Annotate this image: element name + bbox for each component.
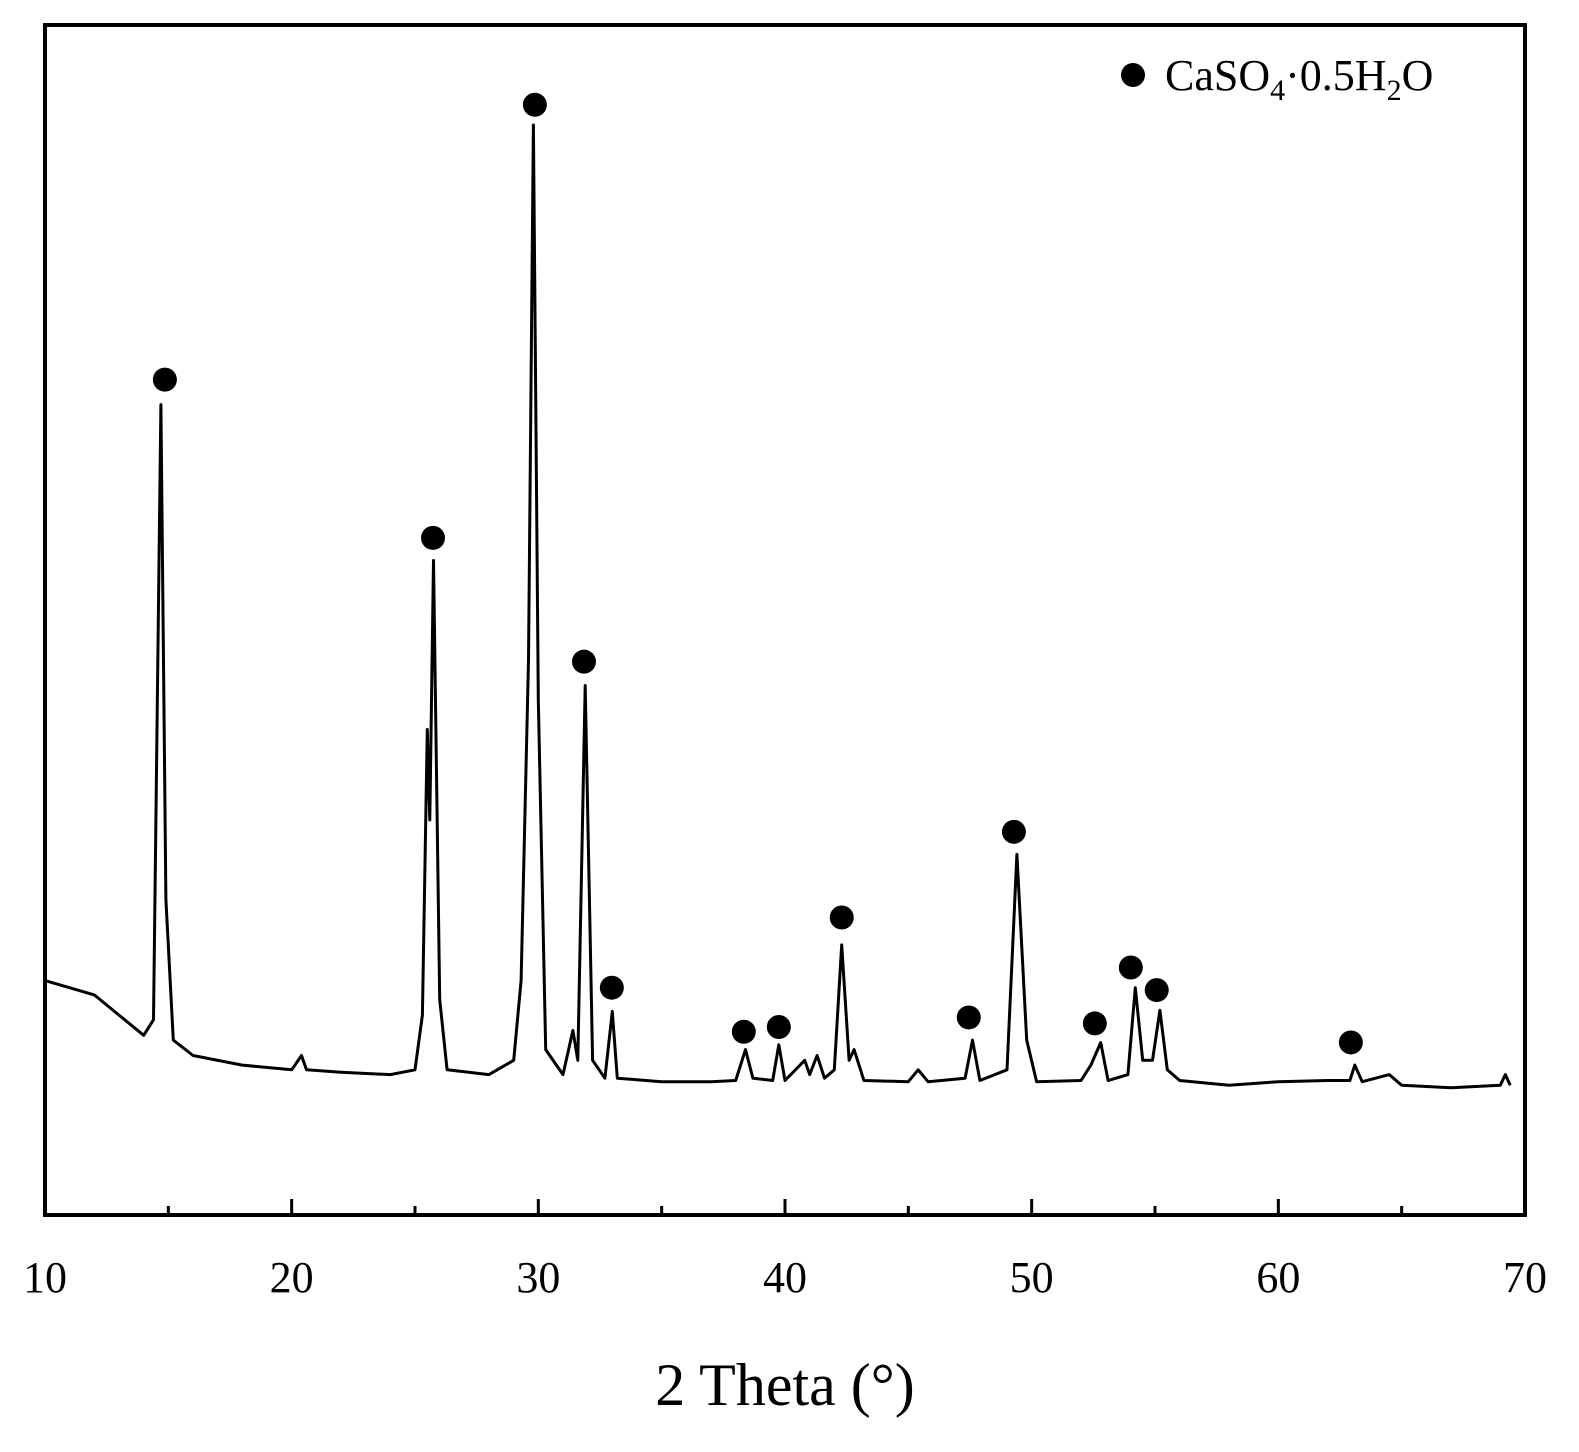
legend-label: CaSO4·0.5H2O xyxy=(1165,51,1433,107)
peak-marker xyxy=(1118,955,1143,980)
peak-marker xyxy=(1082,1011,1107,1036)
legend-marker xyxy=(1121,63,1145,87)
x-tick-label: 60 xyxy=(1256,1253,1300,1302)
peak-marker xyxy=(421,525,446,550)
peak-marker xyxy=(1144,978,1169,1003)
peak-marker xyxy=(956,1005,981,1030)
peak-marker xyxy=(1338,1030,1363,1055)
peak-marker xyxy=(731,1019,756,1044)
peak-marker xyxy=(571,649,596,674)
peak-marker xyxy=(152,367,177,392)
x-tick-label: 10 xyxy=(23,1253,67,1302)
peak-marker xyxy=(829,905,854,930)
x-axis-label: 2 Theta (°) xyxy=(655,1352,914,1418)
peak-marker xyxy=(522,92,547,117)
x-tick-label: 20 xyxy=(270,1253,314,1302)
peak-marker xyxy=(766,1014,791,1039)
x-tick-label: 30 xyxy=(516,1253,560,1302)
peak-marker xyxy=(1001,819,1026,844)
x-tick-label: 50 xyxy=(1010,1253,1054,1302)
xrd-trace xyxy=(44,123,1512,1090)
peak-marker xyxy=(599,975,624,1000)
x-tick-label: 70 xyxy=(1503,1253,1547,1302)
x-tick-label: 40 xyxy=(763,1253,807,1302)
